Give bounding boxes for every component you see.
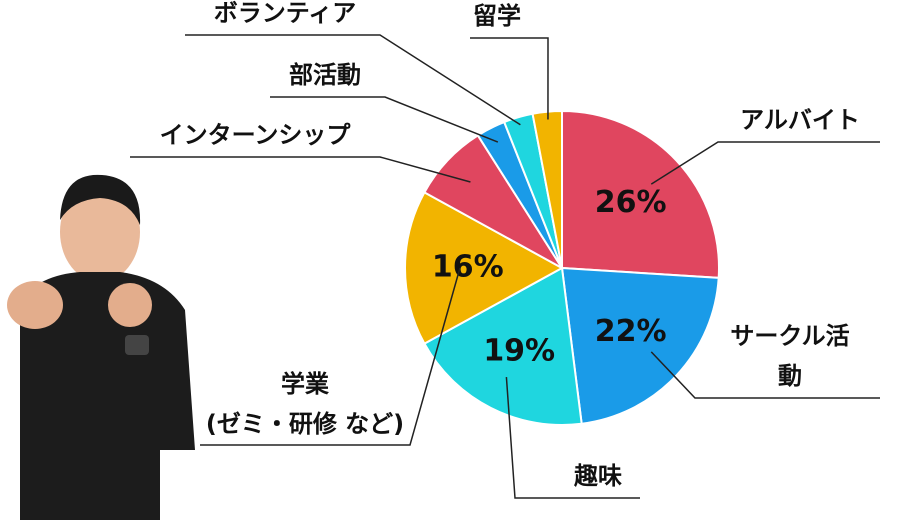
value-label: 26% [595, 185, 667, 220]
leader-line [200, 267, 461, 446]
leader-line [650, 351, 880, 399]
leader-line [505, 377, 640, 499]
leader-line [130, 156, 471, 183]
pie-slice [423, 266, 583, 426]
leaders [130, 34, 880, 499]
person-illustration [7, 174, 195, 520]
leader-line [650, 141, 880, 185]
leader-line [470, 37, 549, 120]
category-label: 学業 (ゼミ・研修 など) [205, 370, 405, 438]
pie-slice [560, 266, 720, 425]
category-label: 部活動 [289, 61, 361, 89]
category-label: 留学 [473, 2, 521, 30]
pie: 26% 22% 19% 16% [404, 109, 720, 426]
leader-line [270, 96, 499, 143]
value-label: 19% [483, 333, 555, 368]
pie-slice [561, 109, 720, 279]
category-label: アルバイト [740, 106, 860, 134]
category-label: 趣味 [574, 462, 622, 490]
category-label: インターンシップ [159, 121, 351, 149]
value-label: 16% [432, 250, 504, 285]
value-label: 22% [595, 314, 667, 349]
category-label: サークル活動 [730, 322, 850, 390]
leader-line [185, 34, 521, 126]
pie-slice [404, 191, 565, 345]
category-label: ボランティア [213, 0, 357, 27]
